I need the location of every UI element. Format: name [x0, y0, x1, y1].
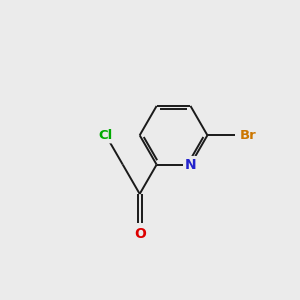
Text: O: O	[134, 227, 146, 241]
Text: Br: Br	[240, 129, 256, 142]
Text: Cl: Cl	[99, 129, 113, 142]
Text: N: N	[185, 158, 196, 172]
